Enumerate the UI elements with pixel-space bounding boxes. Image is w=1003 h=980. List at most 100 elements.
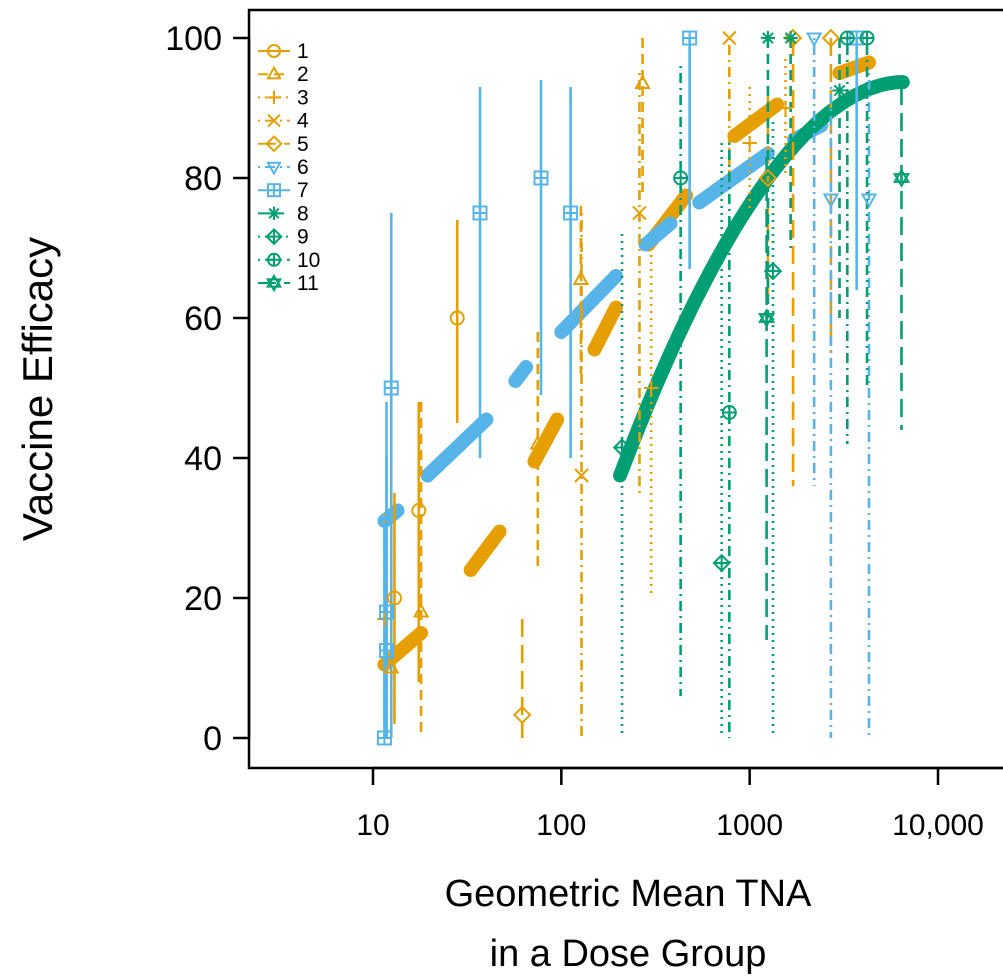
data-point [644,380,659,396]
data-point [376,730,392,746]
marker-part [758,308,776,323]
y-tick-label: 0 [203,720,222,758]
legend-item-4: 4 [258,110,309,133]
marker-part [722,30,737,46]
marker-part [821,28,841,48]
fit-curve-segment [377,626,429,672]
data-point [563,205,579,221]
series-11 [758,168,911,328]
marker-part [892,168,911,183]
data-point [379,643,395,658]
data-point [721,405,737,420]
legend-label: 1 [297,40,309,63]
marker-part [822,193,840,209]
marker-part [411,503,427,518]
marker-part [265,135,283,153]
data-point [574,468,589,483]
marker-part [412,602,430,618]
marker-part [634,74,651,90]
x-axis-label-line2: in a Dose Group [490,933,767,975]
data-point [778,100,793,116]
marker-part [860,193,878,209]
x-tick-label: 100 [536,809,586,842]
marker-part [632,205,647,221]
marker-square-plus [267,183,281,198]
marker-part [265,273,283,288]
data-point [572,270,590,286]
data-point [411,503,427,518]
fit-curve-segment [420,412,494,483]
y-tick-label: 100 [165,20,222,58]
legend-label: 7 [297,179,309,202]
marker-part [784,32,797,44]
data-point [805,32,823,48]
marker-plus [267,90,281,104]
data-point [673,170,689,186]
marker-part [449,310,465,326]
marker-part [762,32,774,44]
legend-label: 4 [297,110,309,133]
legend-label: 2 [297,63,309,86]
y-axis: 0 20 40 60 80 100 [165,20,251,758]
legend-label: 6 [297,156,309,179]
data-point [760,30,776,46]
marker-diamond [265,135,283,153]
data-point [386,590,402,606]
marker-part [266,161,282,176]
legend-item-5: 5 [258,133,309,156]
marker-part [572,270,590,286]
marker-part [892,173,911,188]
marker-part [268,207,280,219]
data-point [839,30,855,46]
legend-label: 10 [297,249,320,272]
y-tick-label: 80 [184,160,222,198]
series-10 [673,30,875,420]
x-tick-label: 10,000 [892,809,984,842]
series-6 [805,32,878,209]
fit-curve-segment [508,360,534,388]
series-2 [383,74,651,674]
series-8 [760,30,847,98]
legend-item-6: 6 [258,156,309,179]
fit-curve-segment [638,216,678,252]
legend-label: 9 [297,226,309,249]
y-axis-label: Vaccine Efficacy [14,237,61,541]
marker-part [574,468,589,483]
series-9 [612,261,783,573]
data-point [860,193,878,209]
x-tick-label: 10 [356,809,389,842]
data-point [821,28,841,48]
marker-part [265,278,283,293]
fit-curve-segment [832,55,876,80]
legend-item-9: 9 [258,226,309,249]
marker-part [805,32,823,48]
legend-label: 3 [297,86,309,109]
data-point [449,310,465,326]
series-1 [386,310,465,606]
legend-label: 8 [297,202,309,225]
error-bars [383,38,903,738]
marker-part [383,658,400,674]
data-point [758,308,776,328]
legend-item-2: 2 [258,63,309,86]
fit-curve-segment [463,524,507,577]
data-point [682,30,698,46]
legend-item-3: 3 [258,86,309,109]
marker-circle [267,44,281,58]
y-tick-label: 20 [184,580,222,618]
legend-item-1: 1 [258,40,309,63]
data-point [412,602,430,618]
marker-circle-plus [267,252,281,267]
data-point [634,74,651,90]
y-tick-label: 60 [184,300,222,338]
data-point [379,604,395,620]
marker-part [758,313,776,328]
data-point [832,83,847,98]
marker-part [266,65,282,80]
legend-item-7: 7 [258,179,309,202]
data-point [472,205,488,221]
marker-part [833,84,846,97]
data-point [722,30,737,46]
legend-label: 11 [297,272,319,295]
